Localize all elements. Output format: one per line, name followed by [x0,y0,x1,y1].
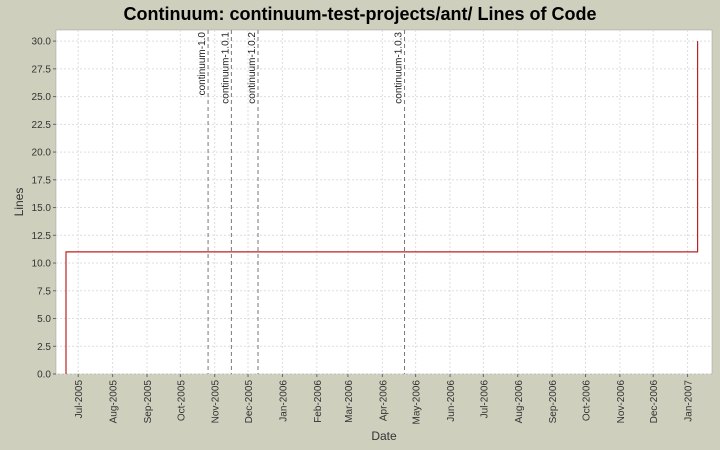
y-tick-label: 25.0 [32,92,52,103]
series-layer [65,41,699,374]
y-axis: 0.0 2.5 5.0 7.5 10.0 12.5 15.0 17.5 20.0 22.5 25.0… [32,37,56,381]
x-tick-label: Nov-2006 [616,380,627,424]
release-marker-label: continuum-1.0.2 [247,32,258,104]
y-tick-label: 5.0 [37,314,51,325]
y-axis-label: Lines [12,188,26,217]
x-tick-label: Dec-2006 [649,380,660,424]
y-tick-label: 27.5 [32,64,52,75]
x-tick-label: Dec-2005 [244,380,255,424]
x-tick-label: Oct-2006 [581,380,592,422]
x-tick-label: May-2006 [412,380,423,425]
y-tick-label: 22.5 [32,120,52,131]
release-markers: continuum-1.0 continuum-1.0.1 continuum-1.… [197,30,406,374]
y-tick-label: 10.0 [32,259,52,270]
release-marker-label: continuum-1.0.1 [220,32,231,104]
y-tick-label: 2.5 [37,342,51,353]
release-marker-label: continuum-1.0.3 [394,32,405,104]
series-line [65,41,699,374]
x-tick-label: Feb-2006 [313,380,324,423]
x-tick-label: Aug-2006 [514,380,525,424]
x-tick-label: Sep-2005 [143,380,154,424]
x-tick-label: Oct-2005 [176,380,187,422]
x-tick-label: Apr-2006 [378,380,389,422]
y-tick-label: 12.5 [32,231,52,242]
x-tick-label: Sep-2006 [548,380,559,424]
y-tick-label: 20.0 [32,148,52,159]
x-tick-label: Nov-2005 [211,380,222,424]
y-tick-label: 15.0 [32,203,52,214]
x-tick-label: Jan-2007 [684,380,695,422]
chart-title: Continuum: continuum-test-projects/ant/ … [124,4,597,24]
x-tick-label: Jun-2006 [446,380,457,422]
x-tick-label: Jan-2006 [278,380,289,422]
x-tick-label: Jul-2005 [74,380,85,419]
x-tick-label: Mar-2006 [344,380,355,423]
grid [56,30,712,375]
x-axis: Jul-2005 Aug-2005 Sep-2005 Oct-2005 Nov-2005… [74,374,695,425]
y-tick-label: 17.5 [32,175,52,186]
x-tick-label: Aug-2005 [109,380,120,424]
y-tick-label: 30.0 [32,37,52,48]
y-tick-label: 0.0 [37,370,51,381]
plot-area [55,29,713,375]
release-marker-label: continuum-1.0 [197,32,208,96]
x-tick-label: Jul-2006 [479,380,490,419]
x-axis-label: Date [371,429,397,443]
y-tick-label: 7.5 [37,286,51,297]
